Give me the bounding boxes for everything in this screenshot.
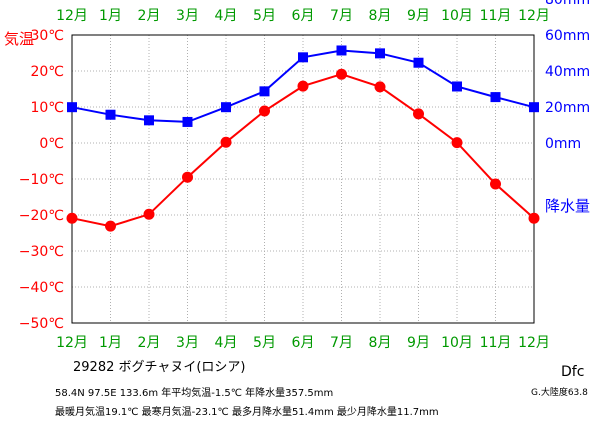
precipitation-point xyxy=(105,109,116,120)
temperature-point xyxy=(413,108,424,120)
temp-tick-label: −10℃ xyxy=(19,172,64,188)
month-tick-top: 9月 xyxy=(407,8,430,24)
month-tick-top: 5月 xyxy=(253,8,276,24)
precip-tick-label: 0mm xyxy=(545,136,581,152)
month-tick-bottom: 8月 xyxy=(369,335,392,351)
precipitation-point xyxy=(144,115,154,126)
temperature-point xyxy=(374,81,386,93)
precip-tick-label: 80mm xyxy=(545,0,590,8)
series-layer xyxy=(66,45,540,232)
month-tick-bottom: 7月 xyxy=(330,335,353,351)
month-tick-top: 10月 xyxy=(441,8,473,24)
temperature-point xyxy=(259,105,270,117)
month-axis-top: 12月 1月 2月 3月 4月 5月 6月 7月 8月 9月 10月 11月 12月 xyxy=(56,8,550,24)
month-tick-bottom: 12月 xyxy=(56,335,88,351)
month-tick-bottom: 1月 xyxy=(99,335,122,351)
temperature-point xyxy=(336,68,347,80)
precip-axis: 80mm 60mm 40mm 20mm 0mm xyxy=(545,0,590,152)
temp-tick-label: −20℃ xyxy=(19,208,64,224)
month-tick-top: 7月 xyxy=(330,8,353,24)
temperature-point xyxy=(66,212,78,224)
month-tick-bottom: 9月 xyxy=(407,335,430,351)
precip-tick-label: 60mm xyxy=(545,28,590,44)
month-tick-bottom: 4月 xyxy=(215,335,238,351)
station-line1: 58.4N 97.5E 133.6m 年平均気温-1.5℃ 年降水量357.5m… xyxy=(55,388,334,399)
temperature-point xyxy=(182,171,193,183)
month-tick-bottom: 11月 xyxy=(480,335,512,351)
precipitation-point xyxy=(375,48,385,59)
precip-tick-label: 20mm xyxy=(545,100,590,116)
month-tick-top: 12月 xyxy=(518,8,550,24)
climate-desc: G.大陸度63.8 xyxy=(531,388,588,398)
month-tick-top: 2月 xyxy=(138,8,161,24)
month-tick-bottom: 6月 xyxy=(292,335,315,351)
month-tick-bottom: 12月 xyxy=(518,335,550,351)
temperature-point xyxy=(451,137,463,149)
precipitation-point xyxy=(298,52,308,63)
month-axis-bottom: 12月 1月 2月 3月 4月 5月 6月 7月 8月 9月 10月 11月 12月 xyxy=(56,335,550,351)
station-line2: 最暖月気温19.1℃ 最寒月気温-23.1℃ 最多月降水量51.4mm 最少月降… xyxy=(55,407,439,418)
precip-axis-title: 降水量 xyxy=(545,197,590,215)
temp-tick-label: −40℃ xyxy=(19,280,64,296)
month-tick-top: 11月 xyxy=(480,8,512,24)
precipitation-point xyxy=(221,102,231,113)
precipitation-point xyxy=(67,102,77,113)
month-tick-top: 4月 xyxy=(215,8,238,24)
month-tick-top: 8月 xyxy=(369,8,392,24)
temperature-point xyxy=(143,208,155,220)
temp-axis-title: 気温 xyxy=(4,30,34,48)
temperature-point xyxy=(528,212,540,224)
precipitation-point xyxy=(452,81,462,92)
plot-area xyxy=(71,34,535,324)
precipitation-point xyxy=(336,45,347,56)
temp-axis: 30℃ 20℃ 10℃ 0℃ −10℃ −20℃ −30℃ −40℃ −50℃ xyxy=(19,28,64,332)
temperature-point xyxy=(490,178,501,190)
temp-tick-label: 10℃ xyxy=(30,100,64,116)
temperature-point xyxy=(220,136,232,148)
month-tick-top: 3月 xyxy=(176,8,199,24)
precipitation-point xyxy=(490,92,501,103)
month-tick-top: 1月 xyxy=(99,8,122,24)
temp-tick-label: 20℃ xyxy=(30,64,64,80)
month-tick-top: 6月 xyxy=(292,8,315,24)
temperature-point xyxy=(297,80,309,92)
month-tick-bottom: 3月 xyxy=(176,335,199,351)
precipitation-point xyxy=(413,57,424,68)
grid-lines xyxy=(72,35,534,323)
temp-tick-label: −30℃ xyxy=(19,244,64,260)
precipitation-point xyxy=(182,116,193,127)
station-header: 29282 ボグチャヌイ(ロシア) xyxy=(73,360,246,375)
temp-tick-label: 0℃ xyxy=(39,136,64,152)
temperature-point xyxy=(105,220,116,232)
month-tick-top: 12月 xyxy=(56,8,88,24)
climate-code: Dfc xyxy=(561,364,585,380)
month-tick-bottom: 5月 xyxy=(253,335,276,351)
precipitation-point xyxy=(529,102,539,113)
month-tick-bottom: 10月 xyxy=(441,335,473,351)
month-tick-bottom: 2月 xyxy=(138,335,161,351)
temp-tick-label: 30℃ xyxy=(30,28,64,44)
temp-tick-label: −50℃ xyxy=(19,316,64,332)
precipitation-point xyxy=(259,86,270,97)
precip-tick-label: 40mm xyxy=(545,64,590,80)
